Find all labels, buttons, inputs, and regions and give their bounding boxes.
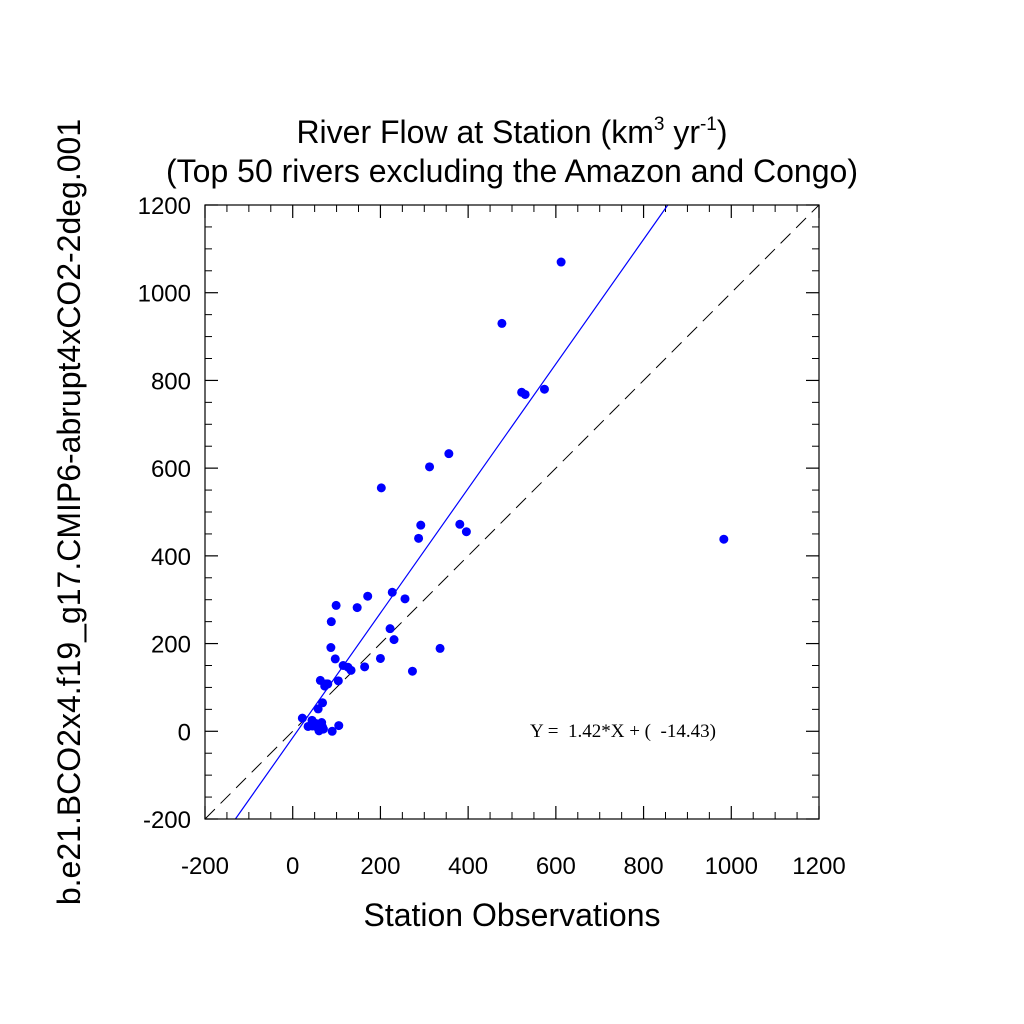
- regression-annotation: Y = 1.42*X + ( -14.43): [530, 721, 716, 742]
- data-point: [323, 679, 333, 689]
- chart-title: River Flow at Station (km3 yr-1): [296, 114, 727, 150]
- y-tick-label: 1000: [138, 281, 191, 308]
- data-point: [407, 666, 417, 676]
- lines-layer: [204, 204, 820, 820]
- x-tick-label: 600: [536, 853, 576, 880]
- title-suffix: ): [717, 114, 728, 150]
- data-point: [333, 676, 343, 686]
- data-point: [297, 713, 307, 723]
- data-point: [497, 318, 507, 328]
- y-tick-label: 800: [151, 368, 191, 395]
- data-point: [461, 527, 471, 537]
- data-point: [313, 704, 323, 714]
- data-point: [326, 643, 336, 653]
- regression-fit-line: [234, 204, 669, 820]
- data-point: [556, 257, 566, 267]
- data-point: [376, 483, 386, 493]
- y-tick-label: 400: [151, 544, 191, 571]
- x-tick-label: 1200: [792, 853, 845, 880]
- data-point: [343, 662, 353, 672]
- title-superscript-1: 3: [654, 114, 665, 135]
- data-point: [334, 721, 344, 731]
- title-superscript-2: -1: [700, 114, 717, 135]
- ticks-layer: -200 0 200 400 600 800 1000 1200 -200 0 200 400 600 8…: [138, 193, 846, 880]
- points-layer: [297, 257, 729, 736]
- data-point: [360, 662, 370, 672]
- data-point: [307, 721, 317, 731]
- data-point: [425, 462, 435, 472]
- data-point: [389, 635, 399, 645]
- data-point: [400, 594, 410, 604]
- plot-frame: [204, 204, 820, 820]
- one-to-one-line: [204, 204, 820, 820]
- x-tick-label: 400: [448, 853, 488, 880]
- chart-subtitle: (Top 50 rivers excluding the Amazon and …: [166, 153, 858, 189]
- data-point: [352, 603, 362, 613]
- title-prefix: River Flow at Station (km: [296, 114, 653, 150]
- data-point: [326, 617, 336, 627]
- data-point: [416, 520, 426, 530]
- y-tick-label: 600: [151, 456, 191, 483]
- data-point: [331, 600, 341, 610]
- y-axis-label: b.e21.BCO2x4.f19_g17.CMIP6-abrupt4xCO2-2…: [51, 119, 87, 905]
- x-tick-label: -200: [181, 853, 229, 880]
- title-middle: yr: [664, 114, 700, 150]
- data-point: [444, 449, 454, 459]
- data-point: [387, 587, 397, 597]
- data-point: [330, 654, 340, 664]
- data-point: [385, 624, 395, 634]
- data-point: [315, 725, 325, 735]
- data-point: [327, 726, 337, 736]
- data-point: [520, 389, 530, 399]
- data-point: [539, 384, 549, 394]
- x-tick-label: 1000: [705, 853, 758, 880]
- x-axis-label: Station Observations: [363, 897, 660, 933]
- data-point: [414, 533, 424, 543]
- data-point: [455, 519, 465, 529]
- x-tick-label: 800: [624, 853, 664, 880]
- data-point: [719, 534, 729, 544]
- x-tick-label: 200: [360, 853, 400, 880]
- x-tick-label: 0: [286, 853, 299, 880]
- data-point: [375, 653, 385, 663]
- y-tick-label: -200: [143, 807, 191, 834]
- data-point: [435, 643, 445, 653]
- y-tick-label: 1200: [138, 193, 191, 220]
- data-point: [363, 591, 373, 601]
- y-tick-label: 0: [178, 719, 191, 746]
- y-tick-label: 200: [151, 632, 191, 659]
